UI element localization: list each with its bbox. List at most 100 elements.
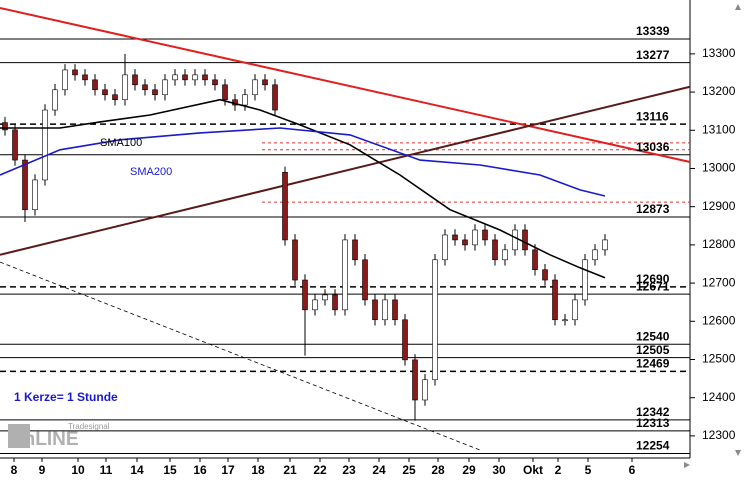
candle-body [462, 239, 468, 246]
x-tick-label: 24 [372, 463, 386, 477]
candle-body [552, 279, 558, 321]
scroll-down [735, 450, 741, 456]
x-tick-label: 25 [402, 463, 416, 477]
y-tick-label: 12700 [702, 275, 736, 289]
candle-body [412, 359, 418, 401]
candle-body [12, 129, 18, 161]
annotation: 1 Kerze= 1 Stunde [14, 390, 118, 404]
candle-body [382, 299, 388, 321]
candle-body [152, 89, 158, 96]
candle-body [262, 79, 268, 86]
y-tick-label: 12600 [702, 313, 736, 327]
candle-body [182, 74, 188, 81]
candle-body [252, 79, 258, 96]
x-tick-label: 17 [221, 463, 235, 477]
x-tick-label: 18 [251, 463, 265, 477]
x-tick-label: 29 [462, 463, 476, 477]
x-tick-label: 28 [431, 463, 445, 477]
x-tick-label: 30 [492, 463, 506, 477]
candle-body [72, 69, 78, 76]
candle-body [402, 319, 408, 361]
y-tick-label: 12300 [702, 428, 736, 442]
y-tick-label: 12500 [702, 352, 736, 366]
candle-body [122, 74, 128, 101]
candle-body [342, 239, 348, 311]
level-label: 13277 [636, 48, 670, 62]
x-tick-label: 16 [193, 463, 207, 477]
indicator-label: SMA200 [130, 166, 172, 178]
level-label: 12254 [636, 439, 670, 453]
candle-body [52, 89, 58, 111]
candle-body [482, 229, 488, 241]
candle-body [442, 234, 448, 261]
x-tick-label: 21 [283, 463, 297, 477]
candle-body [212, 79, 218, 86]
x-tick-label: 15 [163, 463, 177, 477]
candle-body [572, 299, 578, 321]
level-label: 12690 [636, 272, 670, 286]
x-tick-label: 8 [11, 463, 18, 477]
candle-body [392, 299, 398, 321]
candle-body [362, 259, 368, 301]
logo-box [8, 424, 30, 448]
candle-body [432, 259, 438, 381]
candle-body [222, 84, 228, 101]
logo-text: onLINE [12, 429, 79, 450]
candle-body [142, 84, 148, 91]
level-label: 12873 [636, 202, 670, 216]
candle-body [102, 89, 108, 96]
candle-body [582, 259, 588, 301]
level-label: 12342 [636, 405, 670, 419]
candle-body [192, 74, 198, 81]
level-label: 12469 [636, 357, 670, 371]
level-label: 12313 [636, 416, 670, 430]
candle-body [62, 69, 68, 91]
candle-body [372, 299, 378, 321]
candle-body [172, 74, 178, 81]
candle-body [82, 74, 88, 81]
candle-body [292, 239, 298, 281]
x-tick-label: 2 [555, 463, 562, 477]
candle-body [452, 234, 458, 241]
candle-body [92, 79, 98, 91]
level-label: 12671 [636, 279, 670, 293]
level-label: 12505 [636, 343, 670, 357]
x-tick-label: 9 [39, 463, 46, 477]
level-label: 13116 [636, 109, 669, 123]
x-tick-label: 10 [71, 463, 85, 477]
trendline [0, 261, 481, 451]
logo-small: Tradesignal [68, 422, 110, 431]
trendline [0, 85, 691, 256]
candle-body [332, 294, 338, 311]
scroll-up [735, 4, 741, 10]
candle-body [132, 74, 138, 86]
candle-body [532, 249, 538, 271]
y-tick-label: 13100 [702, 122, 736, 136]
indicator-line [0, 127, 606, 197]
y-tick-label: 13200 [702, 84, 736, 98]
x-tick-label: 22 [313, 463, 327, 477]
y-tick-label: 13000 [702, 161, 736, 175]
candle-body [562, 319, 568, 322]
level-label: 13036 [636, 140, 670, 154]
candle-body [302, 279, 308, 311]
candle-body [282, 171, 288, 241]
candle-body [352, 239, 358, 261]
trendline [0, 7, 691, 163]
candle-body [32, 179, 38, 211]
level-label: 13339 [636, 24, 670, 38]
candle-body [22, 159, 28, 211]
candle-body [472, 229, 478, 246]
scroll-right [684, 462, 690, 468]
candle-body [492, 239, 498, 261]
x-tick-label: Okt [523, 463, 543, 477]
candle-body [272, 84, 278, 111]
x-tick-label: 11 [100, 463, 113, 477]
y-tick-label: 12400 [702, 390, 736, 404]
candle-body [592, 249, 598, 261]
level-label: 12540 [636, 329, 670, 343]
candle-body [602, 239, 608, 251]
candle-body [542, 269, 548, 281]
candle-body [162, 79, 168, 96]
